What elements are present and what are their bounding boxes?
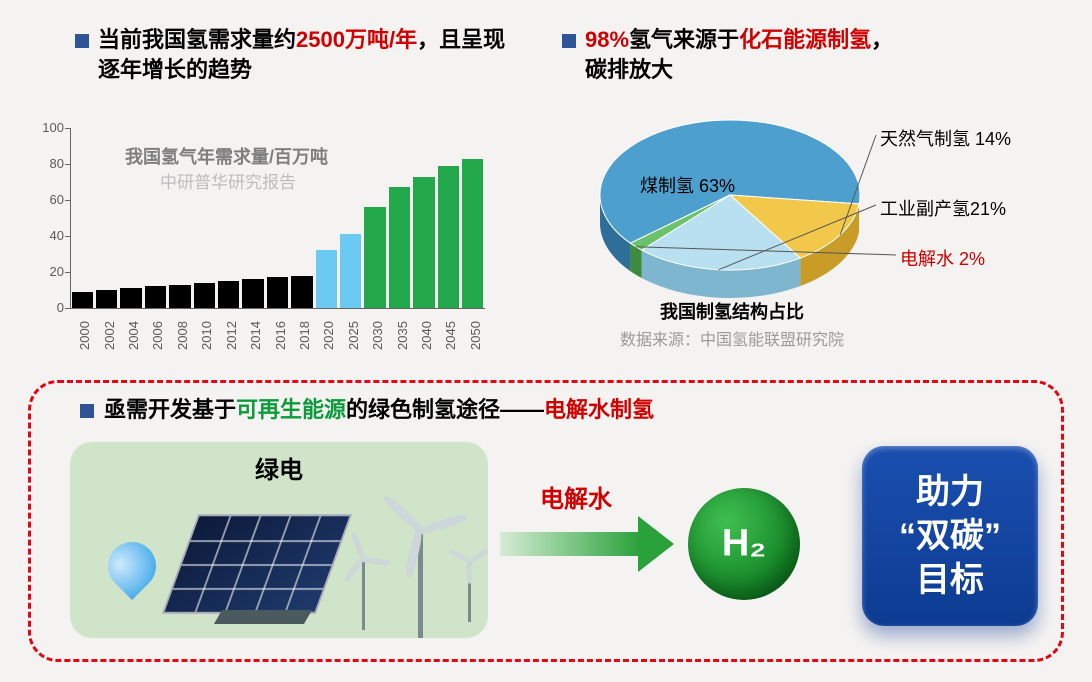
x-tick: 2030 xyxy=(370,321,385,350)
bar xyxy=(462,159,483,308)
x-tick: 2016 xyxy=(273,321,288,350)
bar xyxy=(145,286,166,308)
y-tick: 40 xyxy=(34,228,64,243)
x-tick: 2002 xyxy=(102,321,117,350)
bullet-right xyxy=(562,34,576,48)
y-tick: 80 xyxy=(34,156,64,171)
arrow-label: 电解水 xyxy=(540,484,612,516)
pie-slice-label: 天然气制氢 14% xyxy=(880,125,1011,151)
x-tick: 2012 xyxy=(224,321,239,350)
bar xyxy=(438,166,459,308)
h2-label: H₂ xyxy=(688,523,800,566)
x-tick: 2018 xyxy=(297,321,312,350)
bar xyxy=(120,288,141,308)
bar xyxy=(291,276,312,308)
arrow-body xyxy=(500,532,640,556)
bullet-lower xyxy=(80,404,94,418)
pie-title: 我国制氢结构占比 xyxy=(660,300,804,324)
headline-lower: 亟需开发基于可再生能源的绿色制氢途径——电解水制氢 xyxy=(104,395,654,425)
pie-source: 数据来源：中国氢能联盟研究院 xyxy=(620,326,844,350)
wind-turbine-small2-icon xyxy=(448,542,498,632)
h2-circle: H₂ xyxy=(688,488,800,600)
hr-mid1: 氢气来源于 xyxy=(629,27,739,52)
hr-mid2: ， xyxy=(871,27,893,52)
headline-right: 98%氢气来源于化石能源制氢， 碳排放大 xyxy=(585,25,1055,84)
bar xyxy=(242,279,263,308)
hr-hl: 化石能源制氢 xyxy=(739,27,871,52)
bar xyxy=(96,290,117,308)
bar-chart-title: 我国氢气年需求量/百万吨 xyxy=(125,143,328,169)
bar xyxy=(194,283,215,308)
bar xyxy=(169,285,190,308)
bar xyxy=(316,250,337,308)
lh-green: 可再生能源 xyxy=(236,397,346,422)
lh-p1: 亟需开发基于 xyxy=(104,397,236,422)
x-tick: 2020 xyxy=(321,321,336,350)
y-tick: 20 xyxy=(34,264,64,279)
pie-slice-label: 煤制氢 63% xyxy=(640,172,735,198)
pie-source-name: 中国氢能联盟研究院 xyxy=(700,332,844,349)
bar xyxy=(340,234,361,308)
card-line2: “双碳” xyxy=(899,514,1001,558)
x-tick: 2025 xyxy=(346,321,361,350)
y-tick: 100 xyxy=(34,120,64,135)
x-tick: 2000 xyxy=(77,321,92,350)
bar xyxy=(267,277,288,308)
x-tick: 2035 xyxy=(395,321,410,350)
bar xyxy=(72,292,93,308)
x-tick: 2040 xyxy=(419,321,434,350)
goal-card: 助力 “双碳” 目标 xyxy=(862,446,1038,626)
card-line3: 目标 xyxy=(899,558,1001,602)
card-line1: 助力 xyxy=(899,470,1001,514)
pie-source-prefix: 数据来源： xyxy=(620,332,700,349)
card-text: 助力 “双碳” 目标 xyxy=(899,470,1001,603)
green-panel: 绿电 xyxy=(70,442,488,638)
bar xyxy=(413,177,434,308)
arrow-head-icon xyxy=(638,516,674,572)
solar-stand xyxy=(214,610,312,624)
bar xyxy=(364,207,385,308)
x-tick: 2014 xyxy=(248,321,263,350)
x-tick: 2045 xyxy=(443,321,458,350)
y-tick: 60 xyxy=(34,192,64,207)
x-tick: 2010 xyxy=(199,321,214,350)
x-tick: 2004 xyxy=(126,321,141,350)
x-tick: 2050 xyxy=(468,321,483,350)
hr-pct: 98% xyxy=(585,27,629,52)
lh-p2: 的绿色制氢途径—— xyxy=(346,397,544,422)
bar xyxy=(389,187,410,308)
green-label: 绿电 xyxy=(70,450,488,485)
hr-line2: 碳排放大 xyxy=(585,57,673,82)
pie-slice-label: 工业副产氢21% xyxy=(880,195,1006,221)
bar-chart: 我国氢气年需求量/百万吨 中研普华研究报告 020406080100200020… xyxy=(0,0,520,370)
bar xyxy=(218,281,239,308)
wind-turbine-small-icon xyxy=(330,532,400,632)
x-tick: 2006 xyxy=(150,321,165,350)
x-tick: 2008 xyxy=(175,321,190,350)
slide-root: 当前我国氢需求量约2500万吨/年，且呈现逐年增长的趋势 98%氢气来源于化石能… xyxy=(0,0,1092,682)
solar-panel-icon xyxy=(162,514,352,614)
pie-slice-label: 电解水 2% xyxy=(900,245,985,271)
water-drop-icon xyxy=(98,532,166,600)
y-tick: 0 xyxy=(34,300,64,315)
lh-red: 电解水制氢 xyxy=(544,397,654,422)
bar-chart-subtitle: 中研普华研究报告 xyxy=(160,168,296,193)
